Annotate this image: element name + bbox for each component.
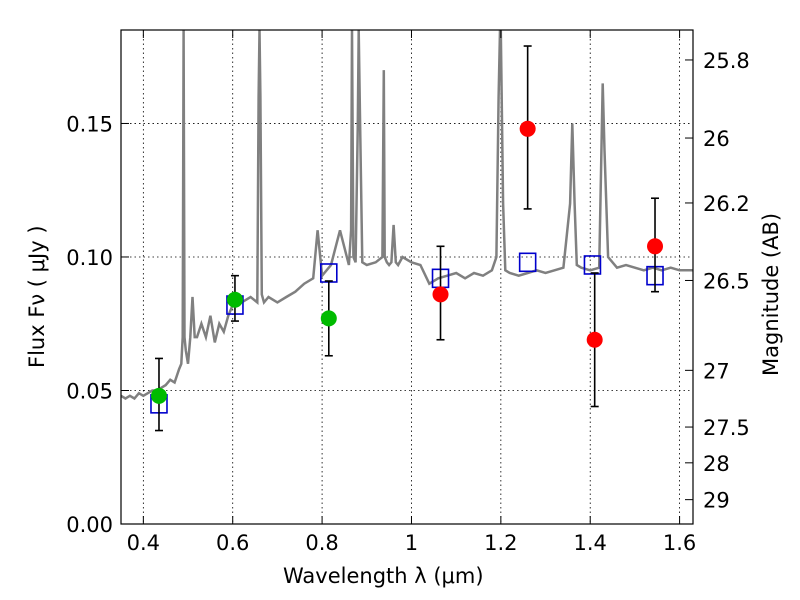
mag-tick-label: 25.8 bbox=[703, 49, 750, 73]
green-data-point bbox=[150, 387, 167, 404]
mag-tick-label: 28 bbox=[703, 452, 730, 476]
x-tick-label: 0.4 bbox=[127, 531, 160, 555]
green-data-point bbox=[320, 310, 337, 327]
y-tick-label: 0.15 bbox=[66, 112, 113, 136]
red-data-point bbox=[647, 238, 664, 255]
y-tick-label: 0.00 bbox=[66, 513, 113, 537]
red-data-point bbox=[586, 331, 603, 348]
y-right-axis-label: Magnitude (AB) bbox=[759, 213, 783, 376]
spectrum-line bbox=[121, 30, 693, 401]
x-tick-label: 1.2 bbox=[484, 531, 517, 555]
red-data-point bbox=[432, 286, 449, 303]
mag-tick-label: 26.2 bbox=[703, 192, 750, 216]
y-tick-label: 0.10 bbox=[66, 246, 113, 270]
x-tick-label: 0.6 bbox=[216, 531, 249, 555]
x-tick-label: 1.4 bbox=[574, 531, 607, 555]
model-square-marker bbox=[583, 255, 602, 275]
grid-lines bbox=[121, 30, 693, 525]
x-axis-label: Wavelength λ (μm) bbox=[283, 564, 484, 588]
mag-tick-label: 27.5 bbox=[703, 416, 750, 440]
plot-frame bbox=[120, 29, 694, 525]
y-tick-label: 0.05 bbox=[66, 379, 113, 403]
green-data-point bbox=[226, 291, 243, 308]
mag-tick-label: 26 bbox=[703, 127, 730, 151]
x-tick-label: 0.8 bbox=[305, 531, 338, 555]
x-tick-label: 1.6 bbox=[663, 531, 696, 555]
mag-tick-label: 29 bbox=[703, 489, 730, 513]
x-tick-label: 1 bbox=[405, 531, 418, 555]
y-axis-label: Flux Fν ( μJy ) bbox=[25, 225, 49, 368]
mag-tick-label: 26.5 bbox=[703, 269, 750, 293]
model-square-marker bbox=[518, 252, 537, 273]
red-data-point bbox=[519, 120, 536, 137]
mag-tick-label: 27 bbox=[703, 359, 730, 383]
